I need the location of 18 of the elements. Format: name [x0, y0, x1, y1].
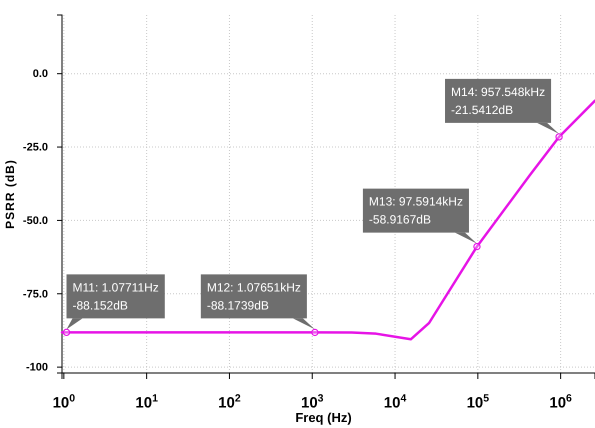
y-tick-label: -25.0	[22, 142, 48, 154]
annotation: M14: 957.548kHz -21.5412dB	[451, 84, 546, 117]
y-tick-label: -100	[26, 362, 48, 374]
x-tick-label: 10$^{2}$	[218, 392, 241, 412]
y-tick-label: -50.0	[22, 214, 48, 227]
x-axis-title: Freq (Hz)	[295, 410, 352, 425]
x-tick-label: 10$^{6}$	[549, 392, 572, 412]
y-tick-label: 0.0	[32, 68, 48, 80]
annotation: M13: 97.5914kHz -58.9167dB	[368, 194, 463, 227]
x-tick-label: 10$^{5}$	[466, 392, 490, 412]
y-tick-label: -75.0	[22, 288, 48, 300]
x-tick-label: 10$^{0}$	[52, 392, 76, 412]
annotation: M12: 1.07651kHz -88.1739dB	[206, 280, 301, 312]
x-tick-label: 10$^{4}$	[384, 392, 406, 412]
x-tick-label: 10$^{3}$	[300, 392, 324, 412]
annotation: M11: 1.07711Hz -88.152dB	[72, 280, 159, 312]
y-axis-title: PSRR (dB)	[3, 159, 17, 229]
x-tick-label: 10$^{1}$	[135, 392, 158, 412]
